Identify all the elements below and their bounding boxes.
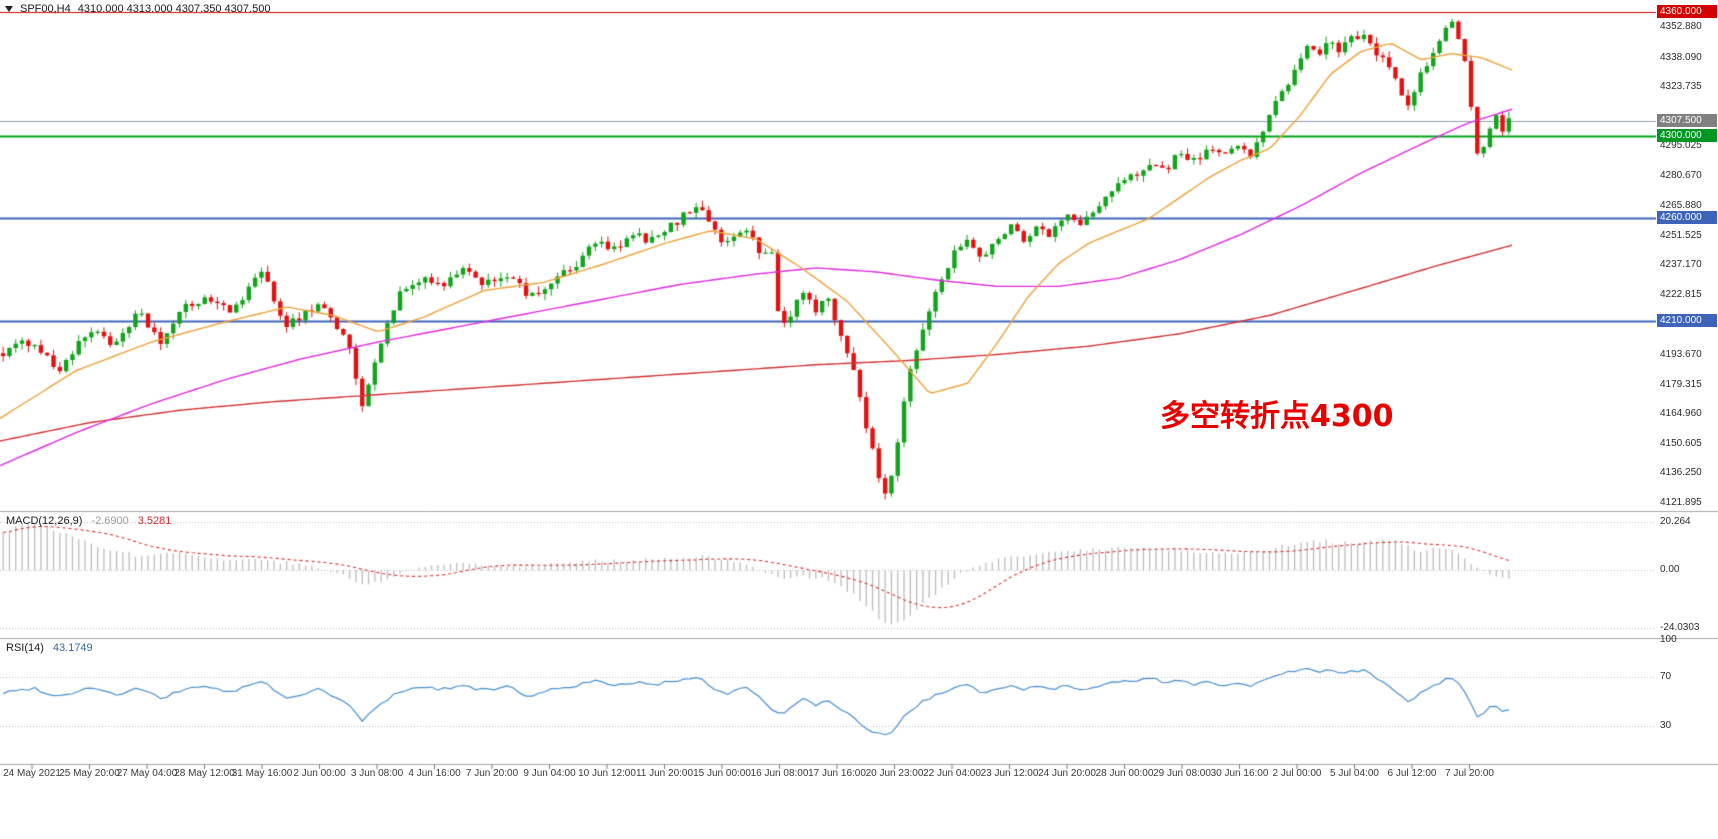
price-tag: 4360.000: [1657, 5, 1717, 19]
time-axis-label: 30 Jun 16:00: [1210, 768, 1269, 779]
time-axis-label: 5 Jul 04:00: [1330, 768, 1379, 779]
time-axis-label: 31 May 16:00: [231, 768, 293, 779]
time-axis-label: 28 May 12:00: [174, 768, 235, 779]
price-axis-label: 4164.960: [1660, 408, 1702, 420]
time-axis-label: 6 Jul 12:00: [1387, 768, 1437, 779]
price-axis-label: 4280.670: [1660, 169, 1702, 181]
time-axis-label: 27 May 04:00: [116, 768, 178, 779]
time-axis-label: 10 Jun 12:00: [578, 768, 636, 779]
time-axis-label: 9 Jun 04:00: [523, 768, 576, 779]
price-tag: 4210.000: [1657, 314, 1717, 328]
time-axis-label: 7 Jun 20:00: [465, 768, 519, 779]
time-axis-label: 29 Jun 08:00: [1153, 768, 1211, 779]
price-tag: 4307.500: [1657, 113, 1717, 127]
macd-scale-label: -24.0303: [1660, 621, 1700, 633]
price-axis-label: 4193.670: [1660, 349, 1702, 361]
symbol-header: SPF00,H4 4310.000 4313.000 4307.350 4307…: [5, 3, 270, 15]
macd-name: MACD(12,26,9): [6, 515, 83, 527]
macd-scale-label: 20.264: [1660, 515, 1691, 527]
price-axis-label: 4265.880: [1660, 200, 1702, 212]
time-axis-label: 17 Jun 16:00: [808, 768, 866, 779]
macd-scale-label: 0.00: [1660, 564, 1680, 576]
price-axis-label: 4121.895: [1660, 497, 1702, 508]
symbol-ohlc: 4310.000 4313.000 4307.350 4307.500: [77, 3, 271, 15]
rsi-scale-label: 30: [1660, 720, 1672, 732]
symbol-name: SPF00,H4: [20, 3, 71, 15]
price-axis-label: 4237.170: [1660, 259, 1702, 271]
price-axis-label: 4295.025: [1660, 140, 1702, 152]
time-axis-label: 2 Jun 00:00: [293, 768, 346, 779]
price-axis-label: 4222.815: [1660, 289, 1702, 301]
time-axis-label: 25 May 20:00: [59, 768, 120, 779]
time-axis-label: 28 Jun 00:00: [1095, 768, 1154, 779]
time-axis-label: 23 Jun 12:00: [980, 768, 1039, 779]
macd-indicator-label: MACD(12,26,9) -2.6900 3.5281: [6, 515, 171, 527]
time-axis-label: 3 Jun 08:00: [350, 768, 404, 779]
macd-hist-value: -2.6900: [91, 515, 129, 527]
time-axis-label: 2 Jul 00:00: [1272, 768, 1322, 779]
rsi-scale-label: 100: [1660, 634, 1677, 645]
time-axis-label: 15 Jun 00:00: [693, 768, 751, 779]
price-axis-label: 4323.735: [1660, 81, 1702, 93]
time-axis-label: 22 Jun 04:00: [923, 768, 981, 779]
price-axis-label: 4136.250: [1660, 467, 1702, 479]
time-axis-label: 7 Jul 20:00: [1445, 768, 1494, 779]
price-axis-label: 4179.315: [1660, 378, 1702, 390]
chart-symbol-icon: [5, 6, 13, 12]
time-axis-label: 24 Jun 20:00: [1038, 768, 1096, 779]
price-tag: 4300.000: [1657, 129, 1717, 142]
price-axis-label: 4251.525: [1660, 229, 1702, 241]
time-axis-label: 24 May 2021: [3, 768, 61, 779]
time-axis-label: 4 Jun 16:00: [408, 768, 461, 779]
rsi-indicator-label: RSI(14) 43.1749: [6, 642, 93, 654]
time-axis-label: 20 Jun 23:00: [865, 768, 924, 779]
time-axis-label: 11 Jun 20:00: [635, 768, 694, 779]
time-axis-label: 16 Jun 08:00: [750, 768, 809, 779]
rsi-name: RSI(14): [6, 642, 44, 654]
annotation-text[interactable]: 多空转折点4300: [1160, 399, 1394, 434]
rsi-scale-label: 70: [1660, 670, 1672, 682]
price-axis-label: 4338.090: [1660, 51, 1702, 63]
price-axis-label: 4352.880: [1660, 21, 1702, 33]
rsi-value: 43.1749: [52, 642, 93, 654]
price-axis-label: 4150.605: [1660, 437, 1702, 449]
price-tag: 4260.000: [1657, 211, 1717, 225]
macd-signal-value: 3.5281: [137, 515, 172, 527]
